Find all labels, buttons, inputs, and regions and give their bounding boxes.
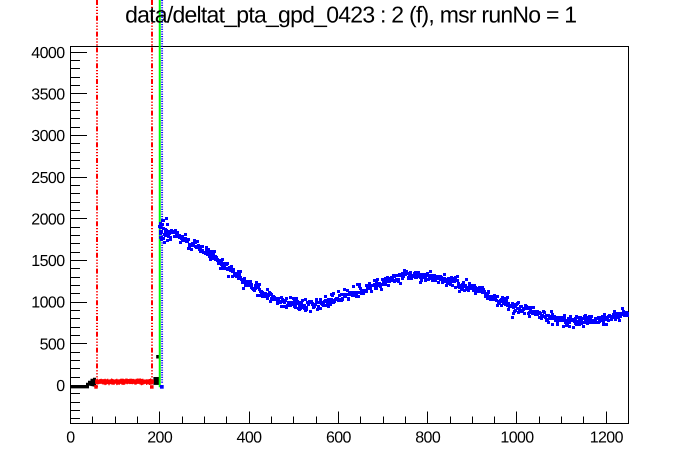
svg-text:4000: 4000 xyxy=(31,45,65,62)
svg-text:1500: 1500 xyxy=(31,253,65,270)
svg-text:1000: 1000 xyxy=(31,295,65,312)
svg-text:600: 600 xyxy=(326,430,352,447)
svg-text:0: 0 xyxy=(56,378,65,395)
svg-text:0: 0 xyxy=(66,430,75,447)
svg-text:1200: 1200 xyxy=(590,430,624,447)
svg-text:500: 500 xyxy=(40,336,66,353)
svg-text:200: 200 xyxy=(147,430,173,447)
svg-text:2000: 2000 xyxy=(31,211,65,228)
svg-text:800: 800 xyxy=(415,430,441,447)
svg-text:data/deltat_pta_gpd_0423 : 2 (: data/deltat_pta_gpd_0423 : 2 (f), msr ru… xyxy=(125,2,576,28)
svg-text:3500: 3500 xyxy=(31,86,65,103)
svg-text:400: 400 xyxy=(237,430,263,447)
svg-text:3000: 3000 xyxy=(31,128,65,145)
svg-text:1000: 1000 xyxy=(500,430,534,447)
svg-text:2500: 2500 xyxy=(31,170,65,187)
